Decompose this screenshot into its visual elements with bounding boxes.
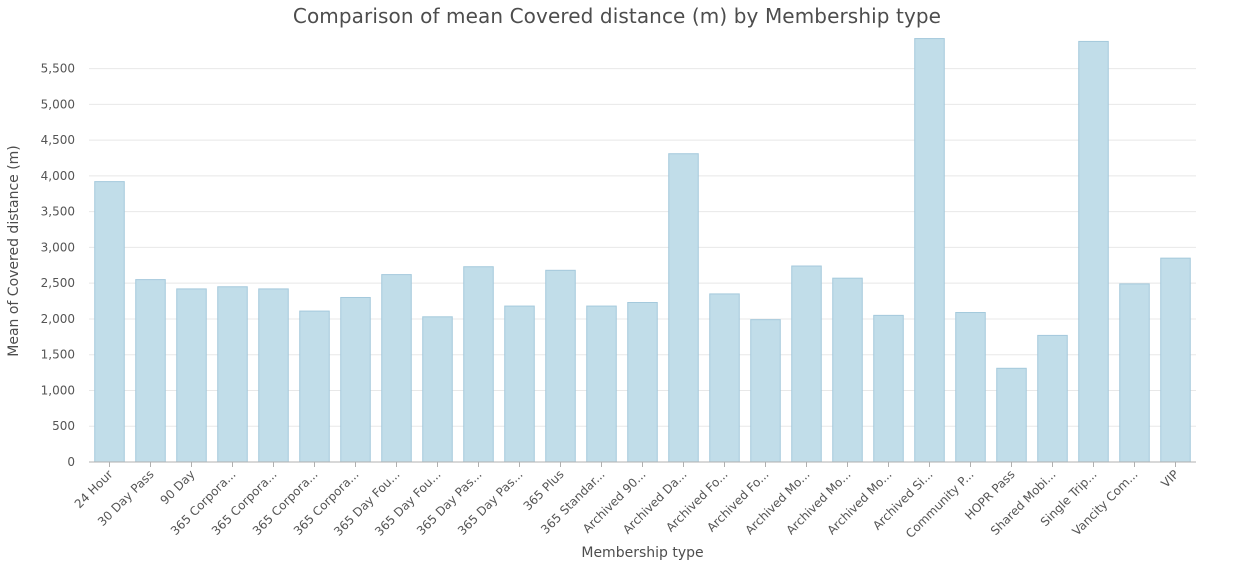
y-tick-label: 500 (52, 419, 75, 433)
bar[interactable] (1078, 40, 1109, 463)
bar[interactable] (94, 181, 125, 463)
bar[interactable] (832, 277, 863, 463)
bar[interactable] (627, 301, 658, 463)
bar[interactable] (586, 305, 617, 463)
bar[interactable] (1037, 334, 1068, 463)
y-tick-label: 0 (67, 455, 75, 469)
bar[interactable] (668, 153, 699, 463)
bar[interactable] (340, 296, 371, 463)
bar[interactable] (463, 266, 494, 463)
y-tick-label: 3,500 (41, 205, 75, 219)
bar[interactable] (750, 319, 781, 463)
bar[interactable] (791, 265, 822, 463)
bar[interactable] (176, 288, 207, 463)
axes (89, 461, 1196, 467)
x-axis-title: Membership type (581, 545, 703, 561)
bar[interactable] (955, 312, 986, 463)
bars (94, 38, 1191, 463)
bar[interactable] (504, 305, 535, 463)
bar[interactable] (914, 38, 945, 463)
x-tick-label: VIP (1158, 467, 1181, 490)
bar[interactable] (381, 274, 412, 463)
y-tick-label: 2,000 (41, 312, 75, 326)
y-tick-label: 1,000 (41, 383, 75, 397)
y-tick-label: 5,000 (41, 97, 75, 111)
bar[interactable] (422, 316, 453, 463)
y-tick-label: 1,500 (41, 348, 75, 362)
y-tick-label: 3,000 (41, 240, 75, 254)
bar[interactable] (996, 367, 1027, 463)
bar[interactable] (299, 310, 330, 463)
x-tick-label: 90 Day (157, 467, 197, 507)
y-tick-label: 5,500 (41, 62, 75, 76)
y-tick-label: 2,500 (41, 276, 75, 290)
y-axis-title: Mean of Covered distance (m) (6, 145, 22, 357)
bar[interactable] (873, 314, 904, 463)
bar[interactable] (1160, 257, 1191, 463)
y-tick-label: 4,500 (41, 133, 75, 147)
chart-title: Comparison of mean Covered distance (m) … (292, 4, 942, 28)
bar[interactable] (709, 293, 740, 463)
bar[interactable] (1119, 283, 1150, 463)
bar[interactable] (135, 279, 166, 463)
bar[interactable] (217, 286, 248, 463)
y-tick-label: 4,000 (41, 169, 75, 183)
bar[interactable] (545, 269, 576, 463)
bar[interactable] (258, 288, 289, 463)
tick-labels: 0 500 1,000 1,500 2,000 2,500 3,000 3,500 4,000 4… (41, 62, 1182, 541)
